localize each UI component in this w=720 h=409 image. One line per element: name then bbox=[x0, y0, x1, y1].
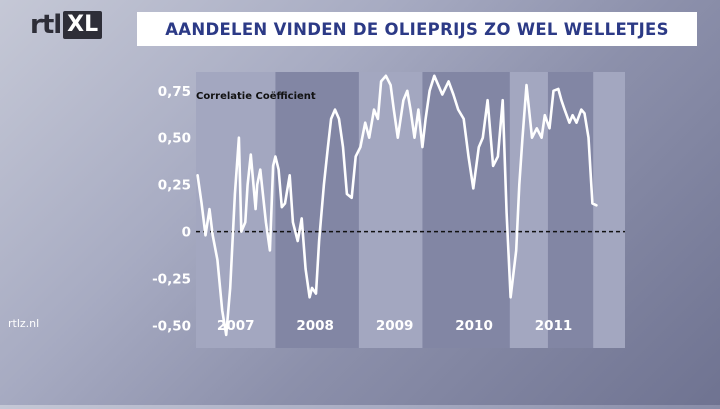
headline-bar: AANDELEN VINDEN DE OLIEPRIJS ZO WEL WELL… bbox=[137, 12, 697, 46]
y-tick-label: -0,50 bbox=[152, 318, 191, 334]
x-tick-label: 2008 bbox=[296, 318, 334, 334]
headline-title: AANDELEN VINDEN DE OLIEPRIJS ZO WEL WELL… bbox=[165, 19, 669, 39]
year-bands bbox=[275, 72, 594, 348]
source-watermark: rtlz.nl bbox=[8, 317, 40, 330]
shaded-band-3 bbox=[547, 72, 594, 348]
y-tick-label: 0,75 bbox=[158, 84, 191, 100]
shaded-band-1 bbox=[275, 72, 359, 348]
x-tick-label: 2007 bbox=[217, 318, 255, 334]
logo-rtl-text: rtl bbox=[30, 10, 62, 40]
x-tick-label: 2011 bbox=[535, 318, 573, 334]
x-tick-label: 2010 bbox=[455, 318, 493, 334]
y-tick-label: 0,50 bbox=[158, 131, 191, 147]
y-tick-label: 0 bbox=[182, 225, 191, 241]
shaded-band-2 bbox=[422, 72, 510, 348]
logo-xl-text: XL bbox=[63, 11, 103, 39]
y-axis-ticks: 0,75 0,50 0,25 0 -0,25 -0,50 bbox=[152, 84, 191, 335]
y-tick-label: -0,25 bbox=[152, 272, 191, 288]
series-line-correlation bbox=[196, 74, 598, 337]
rtlxl-logo: rtl XL bbox=[30, 8, 122, 42]
y-axis-label: Correlatie Coëfficient bbox=[196, 91, 316, 102]
y-tick-label: 0,25 bbox=[158, 178, 191, 194]
x-tick-label: 2009 bbox=[376, 318, 414, 334]
x-axis-ticks: 2007 2008 2009 2010 2011 bbox=[217, 318, 572, 334]
